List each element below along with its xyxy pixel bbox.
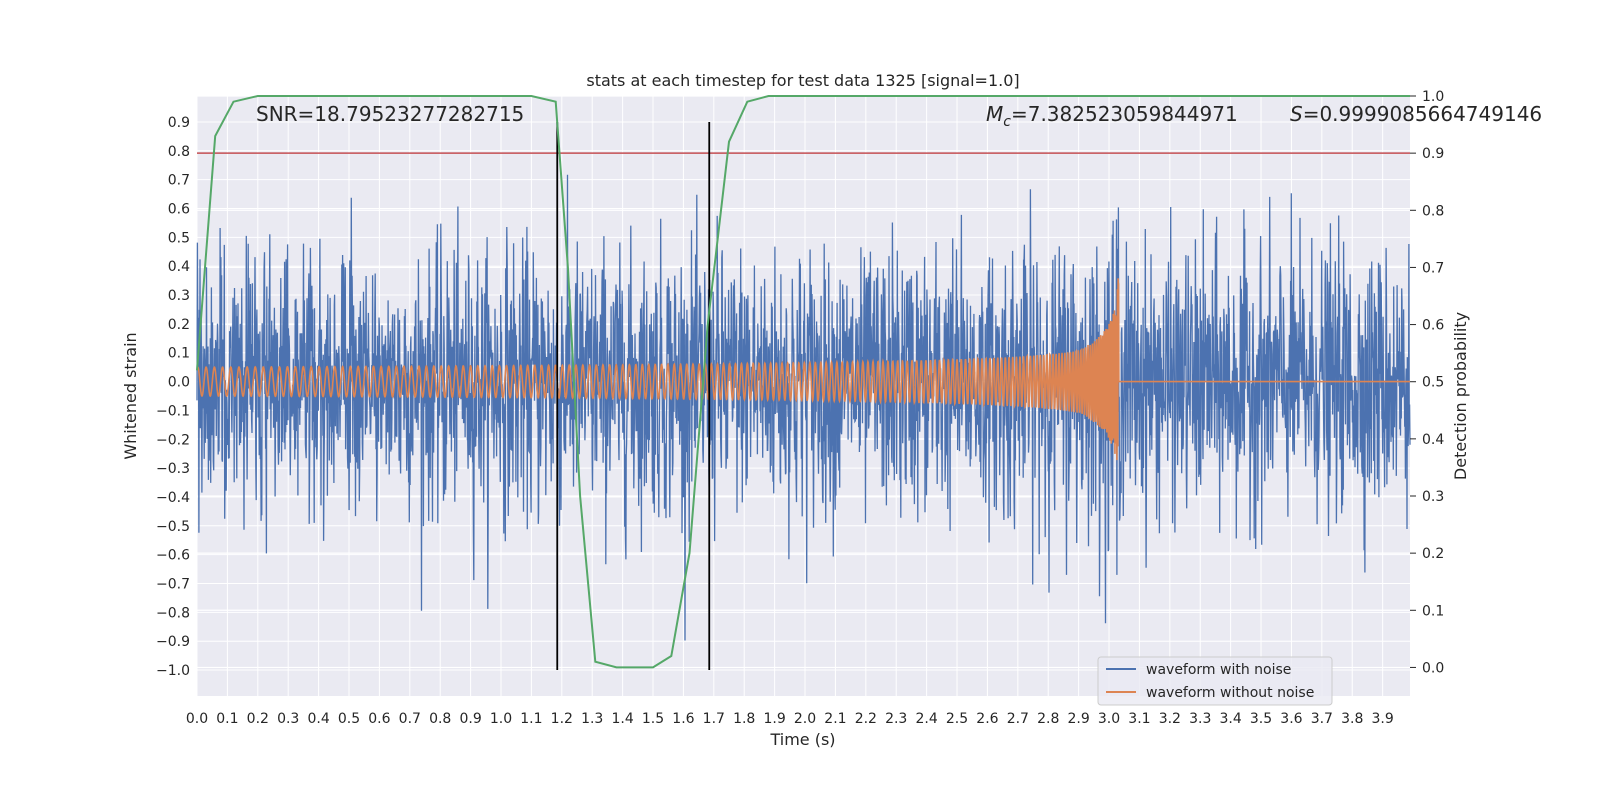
x-tick-label: 1.6	[672, 711, 694, 727]
series-layer	[196, 95, 1411, 671]
x-tick-label: 1.3	[581, 711, 603, 727]
x-tick-label: 3.5	[1250, 711, 1272, 727]
y-tick-label: 0.4	[168, 259, 190, 275]
y-tick-label: −0.7	[156, 577, 190, 593]
x-tick-label: 2.4	[915, 711, 937, 727]
y-axis-label: Whitened strain	[121, 332, 140, 459]
y2-tick-label: 0.9	[1422, 146, 1444, 162]
x-tick-label: 0.8	[429, 711, 451, 727]
x-tick-label: 3.8	[1341, 711, 1363, 727]
x-tick-label: 1.5	[642, 711, 664, 727]
y-tick-label: 0.0	[168, 375, 190, 391]
x-tick-label: 2.3	[885, 711, 907, 727]
y-tick-label: −0.9	[156, 634, 190, 650]
score-annotation: S=0.9999085664749146	[1290, 102, 1542, 126]
x-tick-label: 1.1	[520, 711, 542, 727]
y-tick-label: −0.8	[156, 605, 190, 621]
chirp-mass-subscript: c	[1003, 114, 1011, 130]
x-tick-label: 3.3	[1189, 711, 1211, 727]
legend: waveform with noise waveform without noi…	[1097, 656, 1333, 706]
x-tick-label: 0.4	[307, 711, 329, 727]
detection-probability-line	[196, 95, 1410, 669]
waveform-with-noise-line	[196, 174, 1411, 641]
y2-tick-label: 0.5	[1422, 375, 1444, 391]
y2-tick-label: 0.3	[1422, 489, 1444, 505]
x-tick-label: 3.7	[1311, 711, 1333, 727]
waveform-without-noise-line	[196, 278, 1410, 461]
y-tick-label: 0.7	[168, 173, 190, 189]
y2-axis-label: Detection probability	[1451, 312, 1470, 480]
y-tick-label: 0.8	[168, 144, 190, 160]
y-tick-label: 0.3	[168, 288, 190, 304]
x-tick-label: 1.4	[611, 711, 633, 727]
y-tick-label: −0.4	[156, 490, 190, 506]
x-tick-label: 2.2	[855, 711, 877, 727]
chirp-mass-value: =7.382523059844971	[1011, 102, 1238, 126]
y-tick-label: 0.6	[168, 202, 190, 218]
chart-title: stats at each timestep for test data 132…	[586, 71, 1019, 90]
x-tick-label: 0.9	[459, 711, 481, 727]
legend-label-clean: waveform without noise	[1146, 685, 1314, 701]
y2-tick-label: 0.2	[1422, 546, 1444, 562]
y-tick-label: −0.5	[156, 519, 190, 535]
x-tick-label: 3.4	[1220, 711, 1242, 727]
y-tick-label: −0.6	[156, 548, 190, 564]
y-tick-label: −0.1	[156, 403, 190, 419]
y2-ticks: 1.0 0.9 0.8 0.7 0.6 0.5 0.4 0.3 0.2 0.1 0.0	[1410, 89, 1444, 676]
y-tick-label: 0.1	[168, 346, 190, 362]
x-tick-label: 1.9	[763, 711, 785, 727]
x-tick-label: 1.8	[733, 711, 755, 727]
x-tick-label: 2.6	[976, 711, 998, 727]
x-ticks: 0.0 0.1 0.2 0.3 0.4 0.5 0.6 0.7 0.8 0.9 1.0 1.1 1.2 1…	[186, 711, 1394, 727]
snr-annotation: SNR=18.79523277282715	[256, 102, 524, 126]
x-tick-label: 2.1	[824, 711, 846, 727]
chirp-mass-annotation: Mc=7.382523059844971	[986, 102, 1238, 130]
x-axis-label: Time (s)	[769, 730, 835, 749]
x-tick-label: 2.7	[1007, 711, 1029, 727]
x-tick-label: 0.7	[399, 711, 421, 727]
x-tick-label: 3.6	[1280, 711, 1302, 727]
y-tick-label: 0.9	[168, 115, 190, 131]
y-tick-label: −1.0	[156, 663, 190, 679]
y-tick-label: −0.3	[156, 461, 190, 477]
y2-tick-label: 0.0	[1422, 660, 1444, 676]
x-tick-label: 0.6	[368, 711, 390, 727]
y-tick-label: 0.5	[168, 230, 190, 246]
x-tick-label: 2.5	[946, 711, 968, 727]
x-tick-label: 0.5	[338, 711, 360, 727]
y-ticks: 0.9 0.8 0.7 0.6 0.5 0.4 0.3 0.2 0.1 0.0 −0.1 −0.2 −0…	[156, 115, 190, 679]
y2-tick-label: 0.7	[1422, 260, 1444, 276]
y2-tick-label: 0.8	[1422, 203, 1444, 219]
x-tick-label: 0.1	[216, 711, 238, 727]
x-tick-label: 0.3	[277, 711, 299, 727]
x-tick-label: 2.9	[1067, 711, 1089, 727]
x-tick-label: 3.0	[1098, 711, 1120, 727]
x-tick-label: 2.8	[1037, 711, 1059, 727]
x-tick-label: 3.2	[1159, 711, 1181, 727]
legend-label-noise: waveform with noise	[1146, 662, 1291, 678]
y2-tick-label: 0.4	[1422, 432, 1444, 448]
x-tick-label: 0.0	[186, 711, 208, 727]
x-tick-label: 3.1	[1128, 711, 1150, 727]
y2-tick-label: 0.1	[1422, 603, 1444, 619]
y2-tick-label: 0.6	[1422, 318, 1444, 334]
x-tick-label: 0.2	[247, 711, 269, 727]
score-symbol: S	[1290, 102, 1303, 126]
x-tick-label: 1.7	[703, 711, 725, 727]
x-tick-label: 1.0	[490, 711, 512, 727]
y-tick-label: −0.2	[156, 432, 190, 448]
x-tick-label: 1.2	[551, 711, 573, 727]
y-tick-label: 0.2	[168, 317, 190, 333]
legend-box	[1097, 656, 1333, 706]
x-tick-label: 2.0	[794, 711, 816, 727]
score-value: =0.9999085664749146	[1303, 102, 1542, 126]
y2-tick-label: 1.0	[1422, 89, 1444, 105]
chirp-mass-symbol: M	[986, 102, 1003, 126]
x-tick-label: 3.9	[1372, 711, 1394, 727]
